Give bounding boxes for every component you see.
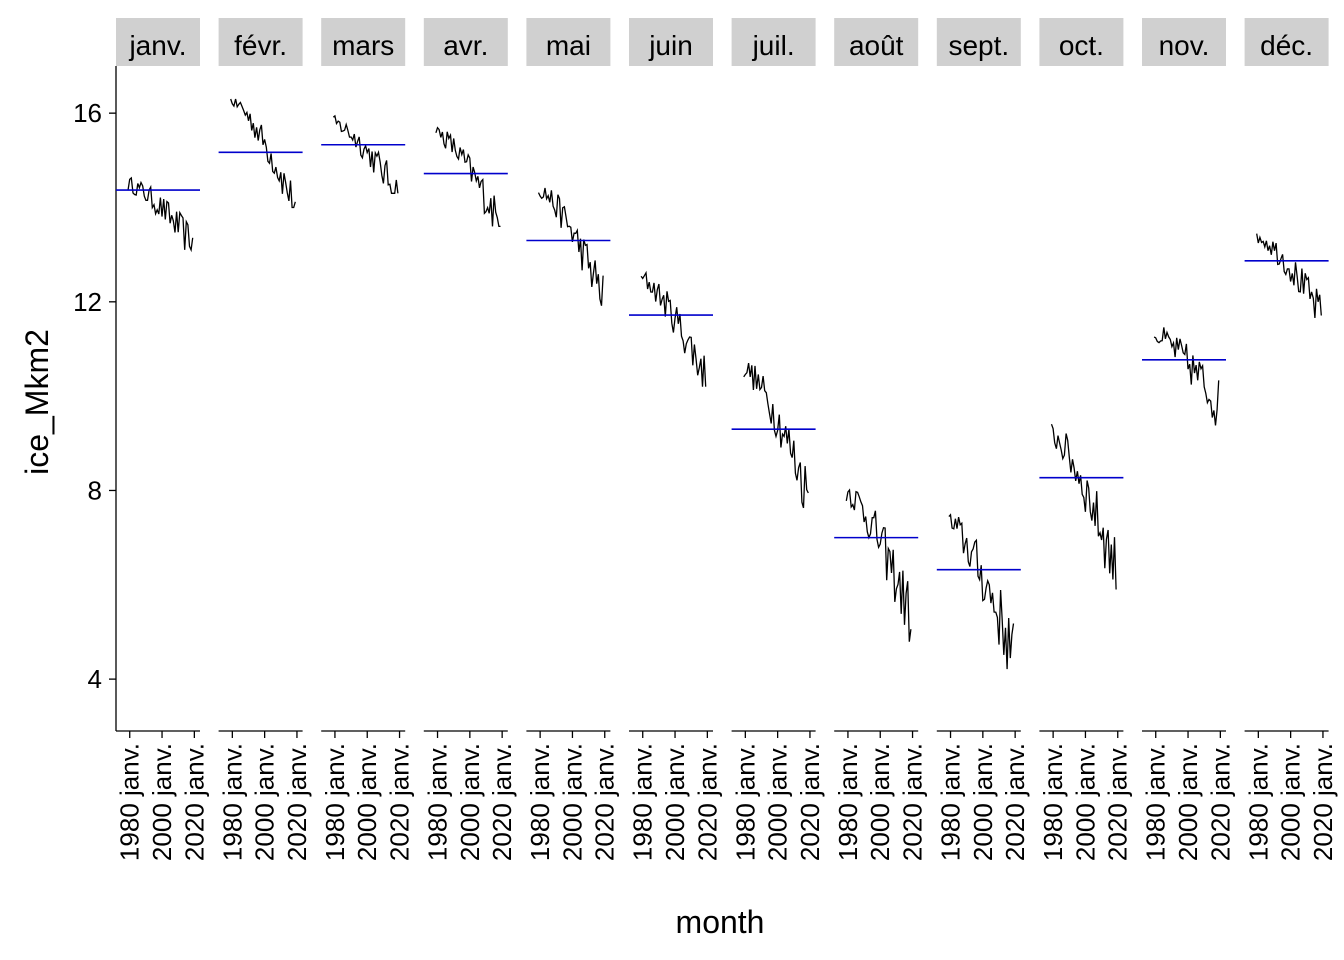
series-line (1256, 233, 1322, 319)
x-tick-label: 2020 janv. (1000, 743, 1030, 861)
series-line (230, 98, 296, 209)
facet-strip-label: mars (332, 30, 394, 61)
facet-strip (526, 18, 611, 66)
x-tick-label: 2000 janv. (1173, 743, 1203, 861)
panel-2: févr. 1980 janv. 2000 janv. 2020 janv. (217, 18, 312, 861)
x-tick-label: 2000 janv. (763, 743, 793, 861)
facet-strip (1142, 18, 1226, 66)
facet-strip (218, 18, 303, 66)
x-axis-title: month (676, 904, 765, 940)
series-line (743, 362, 809, 509)
panel-4: avr. 1980 janv. 2000 janv. 2020 janv. (423, 18, 517, 861)
x-tick-label: 2020 janv. (692, 743, 722, 861)
facet-strip-label: avr. (443, 30, 488, 61)
series-line (948, 513, 1015, 670)
facet-strip-label: janv. (128, 30, 186, 61)
x-tick-label: 2000 janv. (968, 743, 998, 861)
facet-strip-label: juin (648, 30, 693, 61)
x-tick-label: 2000 janv. (147, 743, 177, 861)
series-line (1153, 327, 1220, 426)
y-axis: 4 8 12 16 (73, 66, 117, 731)
x-tick-label: 1980 janv. (423, 743, 453, 861)
panel-3: mars 1980 janv. 2000 janv. 2020 janv. (320, 18, 415, 861)
facet-strip (116, 18, 200, 66)
x-tick-label: 2020 janv. (590, 743, 620, 861)
x-tick-label: 2020 janv. (1103, 743, 1133, 861)
facet-strip (834, 18, 919, 66)
x-tick-label: 1980 janv. (1038, 743, 1068, 861)
facet-strip-label: nov. (1159, 30, 1210, 61)
y-tick-label: 8 (88, 475, 102, 505)
panel-11: nov. 1980 janv. 2000 janv. 2020 janv. (1141, 18, 1235, 861)
facet-panels: janv.1980 janv. 2000 janv. 2020 janv.févr.… (115, 18, 1338, 861)
panel-8: août 1980 janv. 2000 janv. 2020 janv. (833, 18, 928, 861)
x-tick-label: 1980 janv. (628, 743, 658, 861)
x-tick-label: 2000 janv. (1276, 743, 1306, 861)
facet-strip-label: oct. (1059, 30, 1104, 61)
y-tick-label: 12 (73, 287, 102, 317)
x-tick-label: 1980 janv. (936, 743, 966, 861)
facet-strip-label: févr. (234, 30, 287, 61)
series-line (435, 126, 501, 228)
x-tick-label: 2020 janv. (1205, 743, 1235, 861)
facet-strip (1244, 18, 1329, 66)
x-tick-label: 2020 janv. (179, 743, 209, 861)
x-tick-label: 1980 janv. (115, 743, 145, 861)
y-ticks: 4 8 12 16 (73, 98, 116, 694)
y-tick-label: 16 (73, 98, 102, 128)
x-tick-label: 1980 janv. (217, 743, 247, 861)
panel-9: sept. 1980 janv. 2000 janv. 2020 janv. (936, 18, 1030, 861)
x-tick-label: 2000 janv. (250, 743, 280, 861)
y-tick-label: 4 (88, 664, 102, 694)
series-line (845, 488, 912, 642)
series-line (537, 187, 604, 306)
panel-6: juin 1980 janv. 2000 janv. 2020 janv. (628, 18, 722, 861)
facet-strip (629, 18, 713, 66)
facet-strip (1039, 18, 1124, 66)
series-line (332, 114, 399, 194)
panel-5: mai 1980 janv. 2000 janv. 2020 janv. (525, 18, 620, 861)
series-line (127, 176, 194, 253)
x-tick-label: 1980 janv. (730, 743, 760, 861)
facet-strip (423, 18, 508, 66)
x-tick-label: 2000 janv. (352, 743, 382, 861)
x-tick-label: 2000 janv. (660, 743, 690, 861)
series-line (1050, 423, 1117, 590)
x-tick-label: 2000 janv. (557, 743, 587, 861)
x-tick-label: 1980 janv. (1243, 743, 1273, 861)
series-line (640, 270, 707, 387)
x-tick-label: 2000 janv. (455, 743, 485, 861)
x-tick-label: 1980 janv. (833, 743, 863, 861)
facet-strip (936, 18, 1021, 66)
x-tick-label: 2020 janv. (898, 743, 928, 861)
facet-strip-label: mai (546, 30, 591, 61)
x-tick-label: 2000 janv. (1070, 743, 1100, 861)
panel-1: janv. 1980 janv. 2000 janv. 2020 janv. (115, 18, 209, 861)
x-tick-label: 2020 janv. (795, 743, 825, 861)
facet-strip (731, 18, 816, 66)
panel-12: déc. 1980 janv. 2000 janv. 2020 janv. (1243, 18, 1338, 861)
facet-strip-label: juil. (752, 30, 795, 61)
x-tick-label: 1980 janv. (1141, 743, 1171, 861)
x-tick-label: 1980 janv. (320, 743, 350, 861)
x-tick-label: 2020 janv. (1308, 743, 1338, 861)
y-axis-title: ice_Mkm2 (19, 329, 55, 475)
x-tick-label: 1980 janv. (525, 743, 555, 861)
facet-strip-label: déc. (1260, 30, 1313, 61)
panel-10: oct. 1980 janv. 2000 janv. 2020 janv. (1038, 18, 1133, 861)
panel-7: juil. 1980 janv. 2000 janv. 2020 janv. (730, 18, 825, 861)
x-tick-label: 2020 janv. (282, 743, 312, 861)
facet-strip-label: sept. (948, 30, 1009, 61)
facet-strip-label: août (849, 30, 904, 61)
facet-strip (321, 18, 406, 66)
x-tick-label: 2000 janv. (865, 743, 895, 861)
x-tick-label: 2020 janv. (487, 743, 517, 861)
x-tick-label: 2020 janv. (385, 743, 415, 861)
